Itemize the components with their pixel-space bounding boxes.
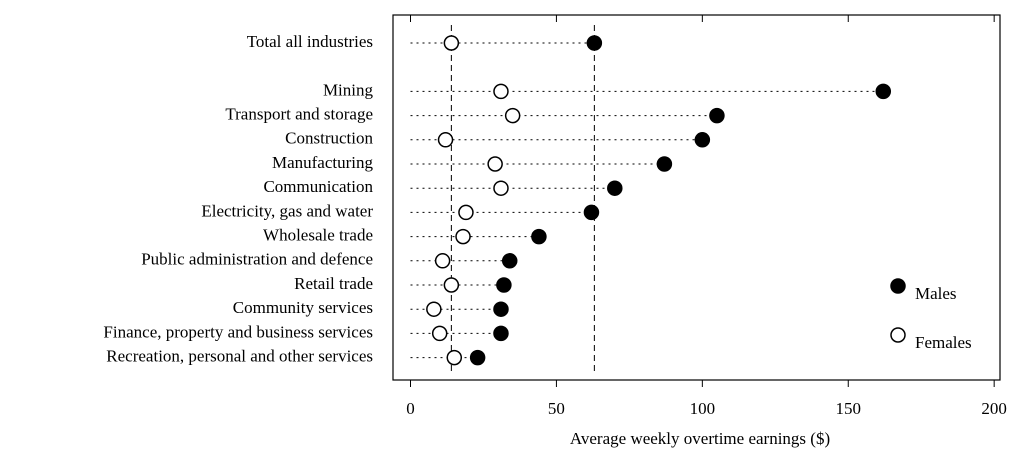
- dot: [583, 204, 600, 221]
- dot: [493, 83, 509, 100]
- dot: [443, 277, 460, 293]
- y-tick-label: Total all industries: [247, 32, 373, 51]
- dot: [458, 204, 474, 221]
- dot: [437, 132, 454, 148]
- dot: [501, 253, 518, 269]
- x-tick-label: 50: [548, 399, 565, 418]
- y-tick-label: Wholesale trade: [263, 226, 373, 245]
- dot: [455, 228, 471, 245]
- dot: [493, 325, 509, 342]
- y-tick-label: Retail trade: [294, 274, 373, 293]
- dot: [531, 228, 547, 245]
- dot: [469, 349, 486, 366]
- legend-marker: [890, 278, 906, 294]
- dot: [493, 301, 509, 317]
- dot: [709, 107, 725, 124]
- y-tick-label: Community services: [233, 298, 373, 317]
- dot: [446, 349, 463, 366]
- x-axis-label: Average weekly overtime earnings ($): [570, 429, 830, 448]
- dot: [504, 107, 521, 124]
- legend-label: Females: [915, 333, 972, 352]
- dot: [431, 325, 448, 342]
- plot-frame: [392, 14, 1001, 381]
- dot: [586, 35, 603, 51]
- y-tick-label: Communication: [263, 177, 373, 196]
- dot: [434, 253, 451, 269]
- y-tick-label: Mining: [323, 80, 374, 99]
- x-tick-label: 0: [406, 399, 415, 418]
- dot: [694, 132, 711, 148]
- dot: [443, 35, 460, 51]
- dot: [496, 277, 512, 293]
- legend-marker: [890, 327, 906, 343]
- y-tick-label: Public administration and defence: [141, 250, 373, 269]
- dot: [875, 83, 892, 100]
- dot: [656, 156, 673, 172]
- x-tick-label: 150: [836, 399, 862, 418]
- dot: [493, 180, 509, 196]
- y-tick-label: Finance, property and business services: [103, 322, 373, 341]
- x-tick-label: 200: [981, 399, 1007, 418]
- y-tick-label: Recreation, personal and other services: [106, 347, 373, 366]
- y-tick-label: Construction: [285, 129, 373, 148]
- dot: [607, 180, 623, 196]
- y-tick-label: Manufacturing: [272, 153, 374, 172]
- legend-label: Males: [915, 284, 957, 303]
- y-tick-label: Transport and storage: [225, 105, 373, 124]
- y-tick-label: Electricity, gas and water: [201, 201, 373, 220]
- dot: [426, 301, 442, 317]
- dot: [487, 156, 503, 172]
- x-tick-label: 100: [690, 399, 716, 418]
